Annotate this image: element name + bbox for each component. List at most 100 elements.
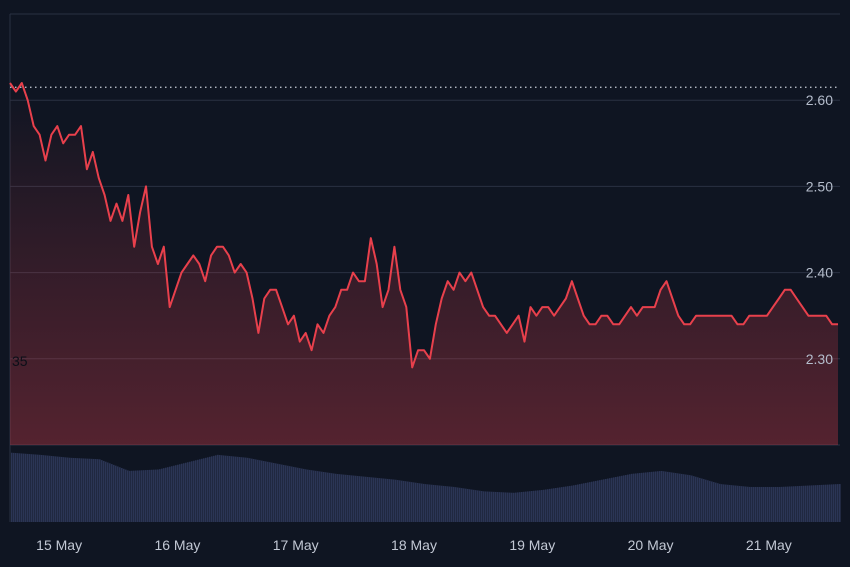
volume-bar (503, 492, 505, 522)
volume-bar (489, 491, 491, 522)
volume-bar (331, 473, 333, 522)
volume-bar (443, 485, 445, 522)
volume-bar (153, 469, 155, 522)
volume-bar (579, 484, 581, 522)
volume-bar (55, 456, 57, 522)
volume-bar (671, 472, 673, 522)
volume-bar (505, 492, 507, 522)
volume-bar (585, 482, 587, 522)
volume-bar (597, 480, 599, 522)
volume-bar (393, 479, 395, 522)
volume-bar (245, 457, 247, 522)
volume-bar (81, 458, 83, 522)
volume-bar (761, 486, 763, 522)
volume-bar (797, 486, 799, 522)
volume-bar (285, 465, 287, 522)
volume-bar (337, 473, 339, 522)
x-tick-label: 15 May (36, 537, 82, 553)
y-axis: 2.30 2.40 2.50 2.60 (806, 92, 833, 367)
volume-bar (619, 476, 621, 522)
volume-bar (715, 482, 717, 522)
volume-bar (829, 484, 831, 522)
volume-bar (501, 492, 503, 522)
volume-bar (135, 470, 137, 522)
volume-bar (17, 453, 19, 522)
volume-bar (689, 475, 691, 522)
volume-bar (429, 484, 431, 522)
volume-bar (753, 486, 755, 522)
volume-bar (453, 486, 455, 522)
volume-bar (621, 475, 623, 522)
volume-bar (133, 470, 135, 522)
volume-bar (625, 475, 627, 522)
volume-bar (173, 465, 175, 522)
volume-bar (605, 478, 607, 522)
volume-bar (83, 458, 85, 522)
volume-bar (163, 468, 165, 522)
volume-bar (563, 486, 565, 522)
volume-bar (663, 471, 665, 522)
volume-bar (367, 476, 369, 522)
volume-bar (63, 457, 65, 522)
volume-bar (145, 470, 147, 522)
volume-bar (687, 474, 689, 522)
volume-bar (763, 486, 765, 522)
volume-bar (241, 457, 243, 522)
x-tick-label: 21 May (746, 537, 792, 553)
volume-bar (35, 454, 37, 522)
volume-bar (69, 457, 71, 522)
volume-bar (827, 484, 829, 522)
volume-bar (431, 484, 433, 522)
volume-bar (735, 485, 737, 522)
volume-bar (139, 470, 141, 522)
volume-bar (655, 471, 657, 522)
volume-bar (61, 456, 63, 522)
volume-bar (405, 481, 407, 522)
volume-bar (509, 492, 511, 522)
volume-bar (341, 474, 343, 522)
volume-bar (673, 472, 675, 522)
volume-bar (287, 465, 289, 522)
volume-bar (323, 472, 325, 522)
volume-bar (525, 491, 527, 522)
volume-bar (217, 454, 219, 522)
volume-bar (775, 486, 777, 522)
volume-bar (765, 486, 767, 522)
volume-bar (449, 486, 451, 522)
volume-bar (93, 458, 95, 522)
volume-bar (769, 486, 771, 522)
volume-bar (279, 464, 281, 522)
volume-bar (823, 484, 825, 522)
volume-bar (353, 475, 355, 522)
volume-bar (515, 492, 517, 522)
volume-bar (683, 474, 685, 522)
volume-bar (681, 473, 683, 522)
volume-bar (745, 486, 747, 522)
volume-bar (73, 457, 75, 522)
volume-bar (521, 491, 523, 522)
volume-bar (749, 486, 751, 522)
volume-bar (533, 490, 535, 522)
volume-bar (451, 486, 453, 522)
volume-bar (141, 470, 143, 522)
volume-bar (195, 460, 197, 522)
volume-bar (481, 491, 483, 522)
volume-bar (239, 457, 241, 522)
volume-bar (211, 456, 213, 522)
volume-bar (111, 464, 113, 522)
x-tick-label: 17 May (273, 537, 319, 553)
volume-bar (395, 479, 397, 522)
volume-bar (557, 487, 559, 522)
volume-bar (807, 485, 809, 522)
volume-bar (301, 468, 303, 522)
volume-bar (79, 458, 81, 522)
volume-bar (149, 469, 151, 522)
volume-bar (59, 456, 61, 522)
volume-bar (11, 452, 13, 522)
volume-bar (601, 479, 603, 522)
volume-bar (411, 482, 413, 522)
volume-bar (271, 462, 273, 522)
volume-bar (237, 456, 239, 522)
volume-bar (537, 490, 539, 522)
volume-bar (369, 477, 371, 522)
